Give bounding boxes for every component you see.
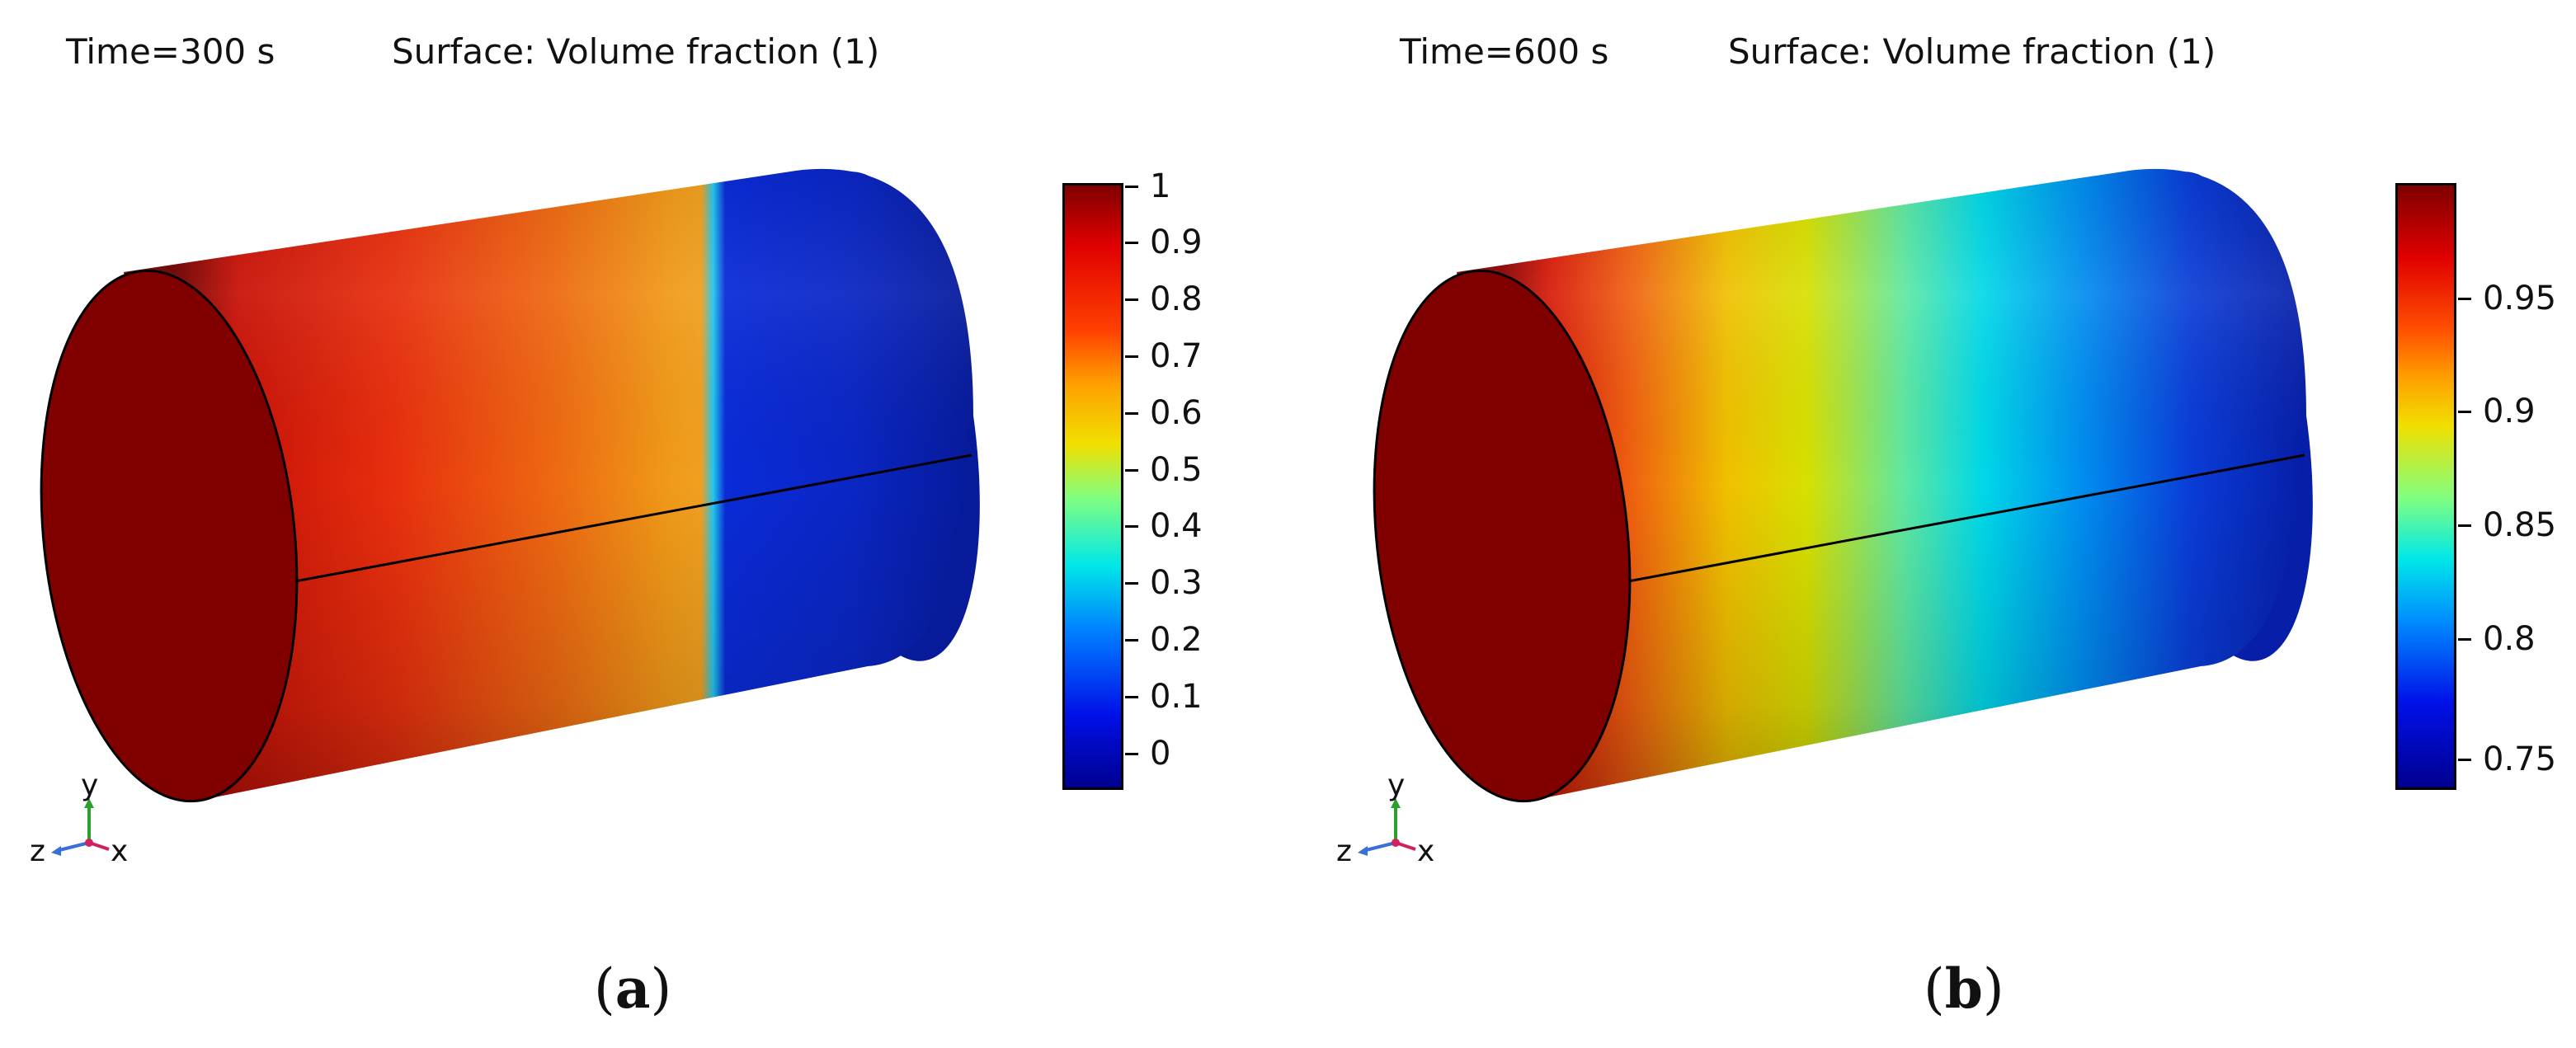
colorbar-tick-label: 0.1 (1150, 678, 1203, 716)
axis-label-y: y (81, 768, 98, 802)
colorbar-tick (2458, 298, 2471, 300)
axis-label-x: x (1417, 834, 1434, 866)
axis-label-y: y (1387, 768, 1405, 802)
axis-triad: y z x (1336, 768, 1434, 866)
panel-b: Time=600 s Surface: Volume fraction (1) (1288, 0, 2576, 1048)
colorbar-tick (2458, 411, 2471, 413)
colorbar-tick-label: 0.95 (2483, 280, 2557, 317)
axis-triad: y z x (30, 768, 128, 866)
caption-open-paren: ( (594, 957, 615, 1021)
colorbar-tick-label: 0.75 (2483, 740, 2557, 778)
colorbar-tick-label: 0 (1150, 735, 1171, 773)
axis-label-z: z (1336, 834, 1352, 866)
colorbar-tick (1125, 355, 1138, 358)
colorbar-tick (1125, 582, 1138, 585)
cylinder-plot (1373, 168, 2313, 803)
colorbar-tick (2458, 524, 2471, 527)
panel-a: Time=300 s Surface: Volume fraction (1) (30, 31, 1203, 1021)
colorbar-tick (1125, 753, 1138, 755)
colorbar-tick-label: 0.2 (1150, 621, 1203, 659)
colorbar-tick (1125, 298, 1138, 301)
caption-letter: b (1944, 956, 1983, 1021)
cylinder-plot (40, 168, 980, 803)
time-label: Time=600 s (1400, 31, 1609, 72)
colorbar-tick-label: 0.5 (1150, 451, 1203, 489)
caption-b: (b) (1924, 956, 2004, 1021)
colorbar-tick-label: 0.8 (2483, 620, 2536, 658)
colorbar-tick (1125, 525, 1138, 528)
colorbar-tick-label: 0.7 (1150, 337, 1203, 375)
axis-label-x: x (111, 834, 128, 866)
colorbar-tick-label: 0.9 (2483, 392, 2536, 430)
colorbar-tick (1125, 639, 1138, 641)
colorbar-tick-label: 0.8 (1150, 280, 1203, 318)
front-cap (1373, 269, 1632, 803)
colorbar-tick-label: 0.3 (1150, 564, 1203, 602)
colorbar (2395, 183, 2456, 790)
colorbar (1062, 183, 1123, 790)
seam-line (1627, 454, 2305, 583)
colorbar-tick-label: 0.6 (1150, 394, 1203, 432)
colorbar-tick (1125, 412, 1138, 415)
time-label: Time=300 s (66, 31, 275, 72)
colorbar-tick-label: 0.4 (1150, 507, 1203, 545)
colorbar-tick (1125, 242, 1138, 244)
colorbar-tick-label: 0.85 (2483, 506, 2557, 544)
caption-open-paren: ( (1924, 957, 1945, 1021)
axis-label-z: z (30, 834, 45, 866)
caption-close-paren: ) (650, 957, 672, 1021)
colorbar-tick-label: 1 (1150, 167, 1171, 205)
colorbar-tick (1125, 469, 1138, 472)
colorbar-tick-label: 0.9 (1150, 223, 1203, 261)
caption-letter: a (615, 956, 651, 1021)
caption-a: (a) (594, 956, 671, 1021)
colorbar-tick (2458, 759, 2471, 761)
colorbar-tick (1125, 186, 1138, 188)
colorbar-tick (2458, 638, 2471, 641)
surface-label: Surface: Volume fraction (1) (392, 31, 880, 72)
surface-label: Surface: Volume fraction (1) (1728, 31, 2216, 72)
caption-close-paren: ) (1982, 957, 2004, 1021)
front-cap (40, 269, 299, 803)
seam-line (294, 454, 972, 583)
colorbar-tick (1125, 696, 1138, 698)
